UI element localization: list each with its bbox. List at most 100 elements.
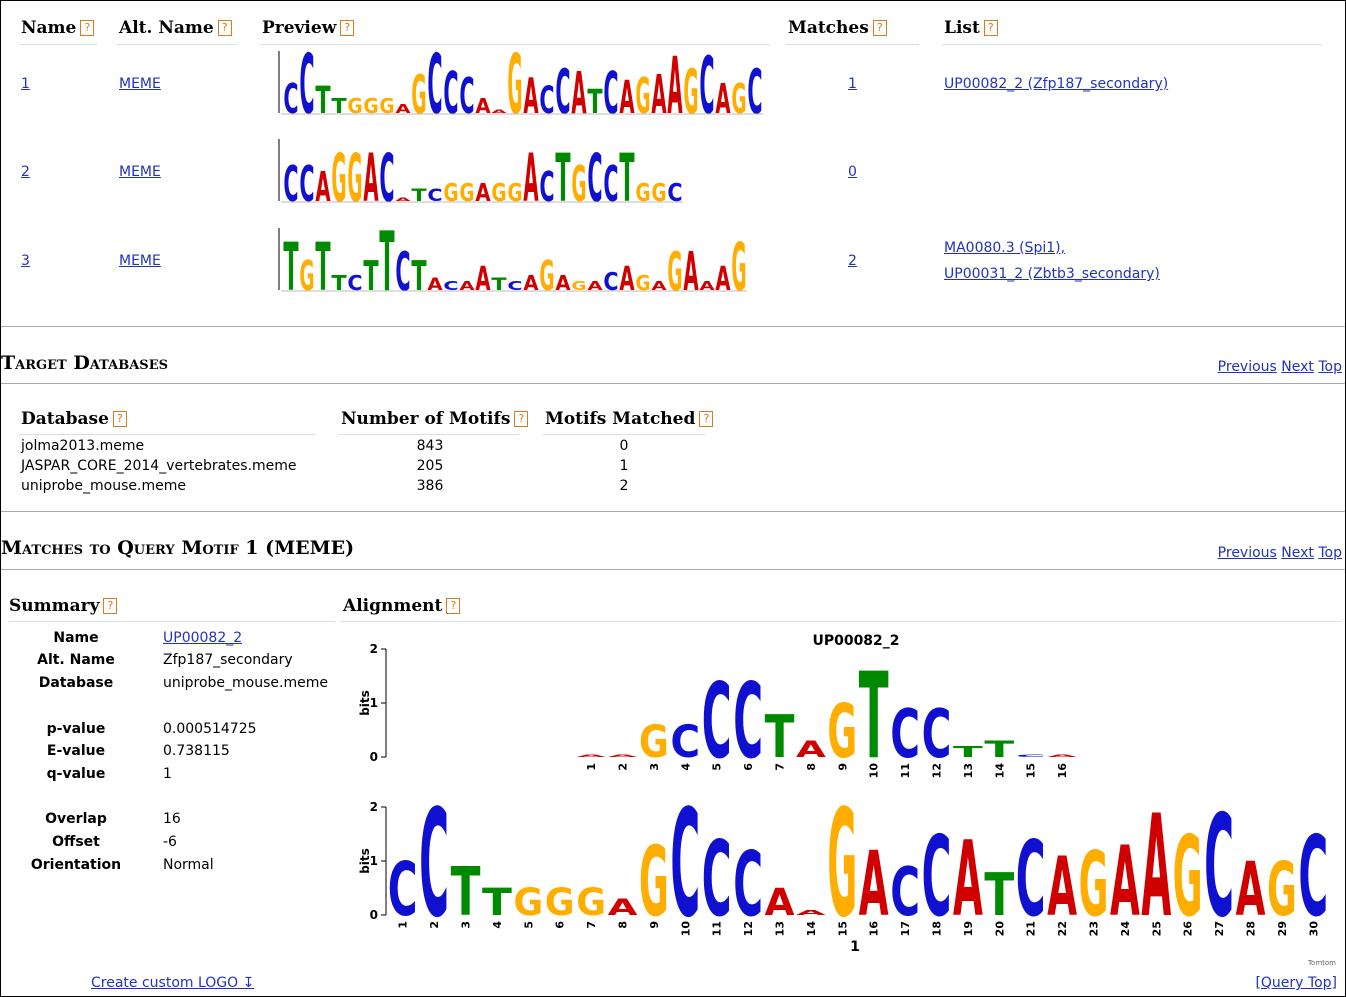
logo-letter: C	[443, 279, 458, 293]
logo-letter: T	[331, 271, 346, 295]
logo-letter: C	[670, 777, 700, 950]
match-count[interactable]: 1	[848, 76, 857, 92]
position-label: 15	[1025, 763, 1038, 778]
logo-letter: A	[395, 102, 411, 116]
position-label: 20	[993, 921, 1006, 937]
logo-letter: G	[347, 142, 362, 218]
nav-link[interactable]: Top	[1318, 359, 1342, 375]
y-tick-label: 2	[370, 800, 378, 814]
logo-letter: C	[1016, 754, 1046, 758]
match-link[interactable]: UP00082_2 (Zfp187_secondary)	[944, 76, 1169, 92]
logo-letter: A	[523, 271, 538, 295]
help-icon[interactable]: ?	[340, 20, 355, 36]
credit: Tomtom	[1307, 959, 1336, 967]
match-link[interactable]: MA0080.3 (Spi1),	[944, 240, 1066, 256]
logo-letter: G	[331, 142, 346, 218]
logo-letter: C	[587, 142, 602, 218]
position-label: 16	[1056, 763, 1069, 779]
logo-letter: G	[731, 75, 746, 123]
summary-label: Orientation	[30, 857, 122, 873]
position-label: 13	[774, 921, 787, 936]
logo-letter: G	[651, 179, 666, 207]
logo-letter: A	[667, 42, 682, 132]
motif-name[interactable]: 1	[21, 76, 30, 92]
nav-link[interactable]: Next	[1281, 359, 1314, 375]
logo-letter: G	[379, 94, 394, 118]
logo-letter: A	[953, 819, 983, 940]
position-label: 17	[899, 921, 912, 936]
db-cell: 386	[416, 478, 444, 494]
motif-alt-name[interactable]: MEME	[119, 76, 161, 92]
position-label: 18	[931, 921, 944, 936]
help-icon[interactable]: ?	[103, 598, 118, 614]
position-label: 22	[1056, 921, 1069, 936]
logo-letter: T	[363, 252, 379, 300]
logo-letter: A	[765, 882, 795, 925]
nav-link[interactable]: Previous	[1217, 359, 1277, 375]
motif-alt-name[interactable]: MEME	[119, 164, 161, 180]
logo-letter: G	[639, 826, 669, 938]
logo-letter: C	[702, 819, 732, 940]
axis-label: bits	[358, 848, 372, 874]
logo-letter: T	[765, 702, 795, 771]
help-icon[interactable]: ?	[80, 20, 95, 36]
motif-name[interactable]: 2	[21, 164, 30, 180]
position-label: 14	[805, 921, 818, 937]
position-label: 1	[397, 921, 410, 929]
nav-link[interactable]: Top	[1318, 545, 1342, 561]
logo-letter: T	[953, 744, 983, 761]
logo-letter: A	[796, 908, 826, 917]
match-link[interactable]: UP00031_2 (Zbtb3_secondary)	[944, 266, 1160, 282]
position-label: 8	[805, 763, 818, 771]
logo-letter: T	[331, 94, 346, 118]
logo-letter: A	[571, 61, 586, 127]
help-icon[interactable]: ?	[872, 20, 887, 36]
db-cell: jolma2013.meme	[21, 438, 145, 454]
motif-alt-name[interactable]: MEME	[119, 253, 161, 269]
summary-label: Offset	[52, 834, 100, 850]
logo-letter: C	[283, 155, 298, 212]
position-label: 12	[742, 921, 755, 936]
logo-letter: C	[670, 716, 700, 768]
help-icon[interactable]: ?	[514, 411, 529, 427]
logo-letter: A	[587, 279, 603, 293]
help-icon[interactable]: ?	[983, 20, 998, 36]
position-label: 5	[711, 763, 724, 771]
position-label: 6	[742, 763, 755, 771]
motif-name[interactable]: 3	[21, 253, 30, 269]
summary-value: 0.000514725	[163, 721, 257, 737]
logo-letter: G	[513, 882, 543, 925]
logo-letter: C	[890, 697, 920, 774]
help-icon[interactable]: ?	[112, 411, 127, 427]
help-icon[interactable]: ?	[446, 598, 461, 614]
logo-letter: C	[1016, 819, 1046, 940]
match-count[interactable]: 2	[848, 253, 857, 269]
db-cell: uniprobe_mouse.meme	[21, 478, 186, 494]
logo-letter: A	[715, 260, 731, 298]
logo-letter: A	[459, 279, 475, 293]
match-count[interactable]: 0	[848, 164, 857, 180]
summary-value: -6	[163, 834, 177, 850]
logo-letter: G	[635, 271, 650, 295]
help-icon[interactable]: ?	[217, 20, 232, 36]
logo-letter: G	[571, 279, 586, 293]
logo-letter: C	[733, 834, 763, 937]
logo-letter: C	[603, 61, 618, 127]
logo-letter: G	[491, 179, 506, 207]
col-header: Number of Motifs?	[341, 409, 529, 429]
position-label: 2	[428, 921, 441, 929]
query-top-link[interactable]: [Query Top]	[1255, 975, 1337, 991]
help-icon[interactable]: ?	[699, 411, 714, 427]
header-text: Number of Motifs	[341, 409, 511, 429]
header-text: Name	[21, 18, 77, 38]
logo-letter: G	[507, 38, 522, 134]
logo-title: UP00082_2	[812, 633, 899, 649]
query-top[interactable]: [Query Top]	[1255, 975, 1337, 991]
nav-link[interactable]: Previous	[1217, 545, 1277, 561]
summary-value[interactable]: UP00082_2	[163, 630, 243, 646]
y-tick-label: 2	[370, 642, 378, 656]
create-logo-link[interactable]: Create custom LOGO ↧	[91, 975, 255, 991]
logo-letter: C	[395, 240, 410, 303]
nav-link[interactable]: Next	[1281, 545, 1314, 561]
